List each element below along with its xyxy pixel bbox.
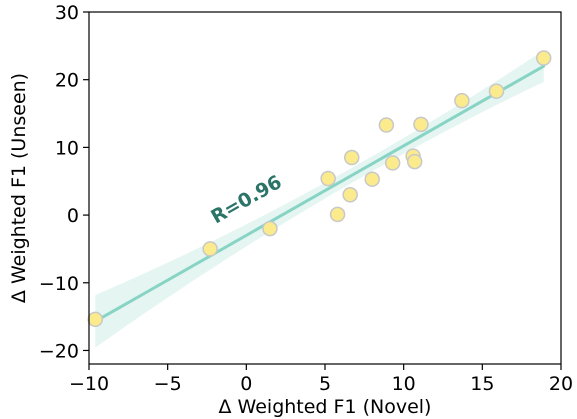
- data-point: [378, 117, 395, 133]
- x-axis-label: Δ Weighted F1 (Novel): [219, 396, 432, 418]
- x-tick-label: 5: [319, 373, 331, 395]
- data-point: [454, 92, 470, 109]
- data-point: [343, 149, 360, 166]
- data-point: [87, 311, 104, 328]
- x-tick-label: −5: [154, 373, 182, 395]
- data-point: [262, 220, 278, 237]
- y-tick-label: 20: [55, 70, 79, 92]
- fit-line-layer: [93, 64, 546, 323]
- x-axis-ticks: −10 −5 0 5 10 15 20: [69, 364, 573, 395]
- x-tick-label: 15: [470, 373, 494, 395]
- confidence-band-layer: [95, 50, 544, 348]
- data-point: [342, 187, 358, 203]
- x-tick-label: −10: [69, 373, 109, 395]
- x-tick-label: 20: [549, 373, 573, 395]
- x-tick-label: 10: [392, 373, 416, 395]
- data-point: [488, 83, 505, 99]
- data-point: [320, 170, 336, 187]
- data-point: [413, 116, 429, 133]
- data-point: [329, 206, 346, 223]
- confidence-band: [95, 50, 544, 348]
- data-point: [202, 241, 218, 257]
- y-tick-label: −20: [39, 340, 79, 362]
- y-axis-label: Δ Weighted F1 (Unseen): [8, 73, 30, 303]
- y-tick-label: 30: [55, 2, 79, 24]
- x-tick-label: 0: [240, 373, 252, 395]
- y-tick-label: 0: [67, 205, 79, 227]
- data-point: [384, 155, 401, 171]
- data-point: [406, 153, 423, 170]
- points-layer: [87, 50, 552, 328]
- y-tick-label: 10: [55, 137, 79, 159]
- y-tick-label: −10: [39, 273, 79, 295]
- data-point: [535, 50, 552, 66]
- regression-line: [93, 64, 546, 323]
- y-axis-ticks: −20 −10 0 10 20 30: [39, 2, 89, 362]
- data-point: [364, 171, 380, 187]
